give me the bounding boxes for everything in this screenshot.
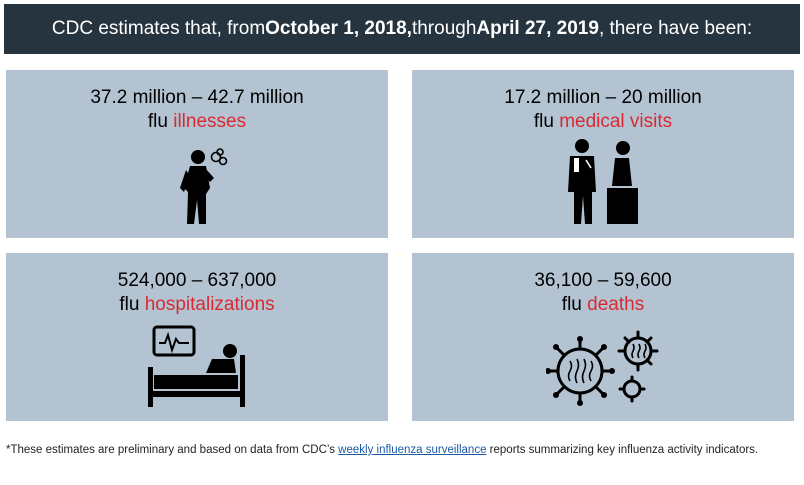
header-prefix: CDC estimates that, from <box>51 18 266 39</box>
medical-visits-value: 17.2 million – 20 million <box>504 87 702 108</box>
weekly-surveillance-link[interactable]: weekly influenza surveillance <box>338 444 487 456</box>
deaths-highlight: deaths <box>587 294 645 315</box>
illnesses-value: 37.2 million – 42.7 million <box>90 87 304 108</box>
hospital-bed-icon <box>148 325 245 407</box>
card-deaths: 36,100 – 59,600 flu deaths <box>412 253 794 421</box>
page-header: CDC estimates that, from October 1, 2018… <box>4 4 800 54</box>
doctor-patient-icon <box>568 139 638 224</box>
illnesses-highlight: illnesses <box>173 111 247 132</box>
card-hospitalizations: 524,000 – 637,000 flu hospitalizations <box>6 253 388 421</box>
header-suffix: , there have been: <box>598 18 753 39</box>
illnesses-label: flu illnesses <box>147 111 247 132</box>
header-middle: through <box>411 18 477 39</box>
footnote-before: *These estimates are preliminary and bas… <box>6 444 339 456</box>
hospitalizations-highlight: hospitalizations <box>144 294 275 315</box>
card-illnesses: 37.2 million – 42.7 million flu illnesse… <box>6 70 388 238</box>
header-end-date: April 27, 2019 <box>476 18 599 39</box>
medical-visits-highlight: medical visits <box>559 111 673 132</box>
hospitalizations-value: 524,000 – 637,000 <box>117 270 277 291</box>
deaths-label: flu deaths <box>561 294 645 315</box>
virus-icon <box>546 330 659 406</box>
medical-visits-label: flu medical visits <box>533 111 673 132</box>
card-medical-visits: 17.2 million – 20 million flu medical vi… <box>412 70 794 238</box>
footnote: *These estimates are preliminary and bas… <box>6 440 798 460</box>
hospitalizations-label: flu hospitalizations <box>119 294 275 315</box>
footnote-after: reports summarizing key influenza activi… <box>486 444 759 456</box>
header-start-date: October 1, 2018, <box>265 18 412 39</box>
sick-person-icon <box>180 148 228 224</box>
deaths-value: 36,100 – 59,600 <box>534 270 672 291</box>
